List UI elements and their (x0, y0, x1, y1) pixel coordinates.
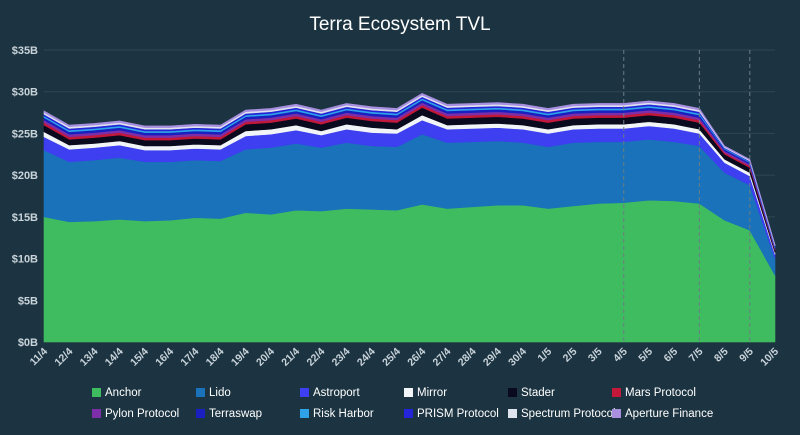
legend-item-stader[interactable]: Stader (508, 387, 555, 399)
x-tick-label: 7/5 (687, 346, 706, 365)
x-tick-label: 23/4 (330, 346, 353, 369)
x-tick-label: 26/4 (405, 346, 428, 369)
legend-swatch (508, 409, 517, 418)
x-tick-label: 17/4 (178, 346, 201, 369)
legend-swatch (196, 388, 205, 397)
legend-item-prism-protocol[interactable]: PRISM Protocol (404, 408, 499, 420)
x-tick-label: 18/4 (204, 346, 227, 369)
legend-label: Pylon Protocol (105, 408, 179, 420)
x-tick-label: 28/4 (456, 346, 479, 369)
y-tick-label: $10B (12, 254, 38, 266)
legend-item-pylon-protocol[interactable]: Pylon Protocol (92, 408, 179, 420)
legend-label: Terraswap (209, 408, 262, 420)
legend-item-mars-protocol[interactable]: Mars Protocol (612, 387, 696, 399)
x-tick-label: 10/5 (758, 346, 781, 369)
x-tick-label: 8/5 (712, 346, 731, 365)
legend-swatch (92, 409, 101, 418)
legend-label: Mars Protocol (625, 387, 696, 399)
y-tick-label: $25B (12, 128, 38, 140)
y-tick-label: $30B (12, 87, 38, 99)
x-tick-label: 16/4 (153, 346, 176, 369)
legend-item-risk-harbor[interactable]: Risk Harbor (300, 408, 374, 420)
x-tick-label: 14/4 (103, 346, 126, 369)
x-tick-label: 9/5 (737, 346, 756, 365)
legend-swatch (612, 409, 621, 418)
x-tick-label: 25/4 (380, 346, 403, 369)
y-tick-label: $5B (18, 295, 38, 307)
legend-label: Stader (521, 387, 555, 399)
legend-item-spectrum-protocol[interactable]: Spectrum Protocol (508, 408, 616, 420)
x-tick-label: 3/5 (586, 346, 605, 365)
area-series-anchor (43, 199, 776, 343)
legend-label: Spectrum Protocol (521, 408, 616, 420)
x-tick-label: 13/4 (78, 346, 101, 369)
area-layer (43, 93, 776, 343)
legend-item-aperture-finance[interactable]: Aperture Finance (612, 408, 713, 420)
y-tick-label: $0B (18, 337, 38, 349)
legend-swatch (300, 409, 309, 418)
x-tick-label: 24/4 (355, 346, 378, 369)
legend-item-astroport[interactable]: Astroport (300, 387, 360, 399)
x-tick-label: 5/5 (636, 346, 655, 365)
x-tick-label: 1/5 (535, 346, 554, 365)
x-axis: 11/4 12/4 13/4 14/4 15/4 16/4 17/4 18/4 19/4 20/4… (28, 346, 782, 369)
legend-label: Anchor (105, 387, 142, 399)
legend: Anchor Lido Astroport Mirror Stader Mars Prot… (92, 387, 713, 420)
legend-swatch (508, 388, 517, 397)
legend-item-lido[interactable]: Lido (196, 387, 231, 399)
y-axis: $0B $5B $10B $15B $20B $25B $30B $35B (12, 45, 38, 349)
x-tick-label: 4/5 (611, 346, 630, 365)
x-tick-label: 30/4 (506, 346, 529, 369)
legend-swatch (404, 388, 413, 397)
x-tick-label: 20/4 (254, 346, 277, 369)
legend-swatch (612, 388, 621, 397)
x-tick-label: 22/4 (304, 346, 327, 369)
legend-item-mirror[interactable]: Mirror (404, 387, 447, 399)
x-tick-label: 6/5 (661, 346, 680, 365)
legend-label: Astroport (313, 387, 360, 399)
legend-label: Aperture Finance (625, 408, 713, 420)
legend-swatch (92, 388, 101, 397)
y-tick-label: $35B (12, 45, 38, 57)
legend-item-terraswap[interactable]: Terraswap (196, 408, 262, 420)
x-tick-label: 12/4 (52, 346, 75, 369)
y-tick-label: $20B (12, 170, 38, 182)
x-tick-label: 29/4 (481, 346, 504, 369)
legend-label: Lido (209, 387, 231, 399)
area-series-aperture-finance (43, 93, 776, 246)
legend-label: Mirror (417, 387, 447, 399)
legend-swatch (196, 409, 205, 418)
x-tick-label: 2/5 (561, 346, 580, 365)
x-tick-label: 19/4 (229, 346, 252, 369)
y-tick-label: $15B (12, 212, 38, 224)
x-tick-label: 27/4 (430, 346, 453, 369)
x-tick-label: 21/4 (279, 346, 302, 369)
chart-title: Terra Ecosystem TVL (309, 14, 490, 35)
legend-label: PRISM Protocol (417, 408, 499, 420)
legend-label: Risk Harbor (313, 408, 374, 420)
legend-item-anchor[interactable]: Anchor (92, 387, 142, 399)
legend-swatch (300, 388, 309, 397)
x-tick-label: 15/4 (128, 346, 151, 369)
legend-swatch (404, 409, 413, 418)
